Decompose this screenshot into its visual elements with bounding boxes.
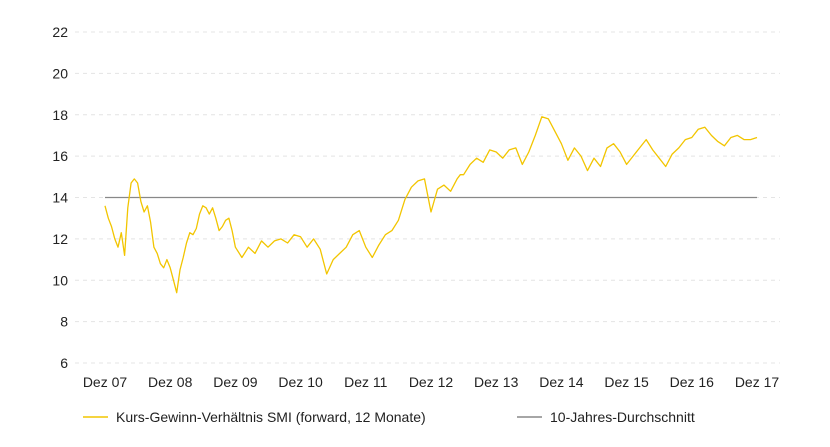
x-tick-label-9: Dez 16	[670, 374, 715, 390]
y-tick-label-12: 12	[52, 231, 68, 247]
legend-label-pe-ratio: Kurs-Gewinn-Verhältnis SMI (forward, 12 …	[116, 409, 426, 425]
x-tick-label-7: Dez 14	[539, 374, 584, 390]
series-line-pe-ratio	[104, 116, 758, 294]
x-axis-ticks: Dez 07 Dez 08 Dez 09 Dez 10 Dez 11 Dez 12 Dez …	[83, 374, 780, 390]
x-tick-label-8: Dez 15	[604, 374, 649, 390]
y-tick-label-10: 10	[52, 272, 68, 288]
y-tick-label-22: 22	[52, 24, 68, 40]
x-tick-label-1: Dez 08	[148, 374, 193, 390]
y-tick-label-18: 18	[52, 107, 68, 123]
x-tick-label-10: Dez 17	[735, 374, 780, 390]
series-lines	[104, 116, 758, 294]
x-tick-label-5: Dez 12	[409, 374, 454, 390]
legend-label-ten-year-average: 10-Jahres-Durchschnitt	[550, 409, 695, 425]
x-tick-label-2: Dez 09	[213, 374, 258, 390]
x-tick-label-0: Dez 07	[83, 374, 128, 390]
y-tick-label-6: 6	[60, 355, 68, 371]
x-tick-label-6: Dez 13	[474, 374, 519, 390]
y-axis-ticks: 6 8 10 12 14 16 18 20 22	[52, 24, 68, 371]
x-tick-label-3: Dez 10	[278, 374, 323, 390]
y-tick-label-16: 16	[52, 148, 68, 164]
x-tick-label-4: Dez 11	[344, 374, 388, 390]
y-tick-label-14: 14	[52, 190, 68, 206]
legend: Kurs-Gewinn-Verhältnis SMI (forward, 12 …	[83, 409, 695, 425]
y-tick-label-8: 8	[60, 314, 68, 330]
y-tick-label-20: 20	[52, 65, 68, 81]
